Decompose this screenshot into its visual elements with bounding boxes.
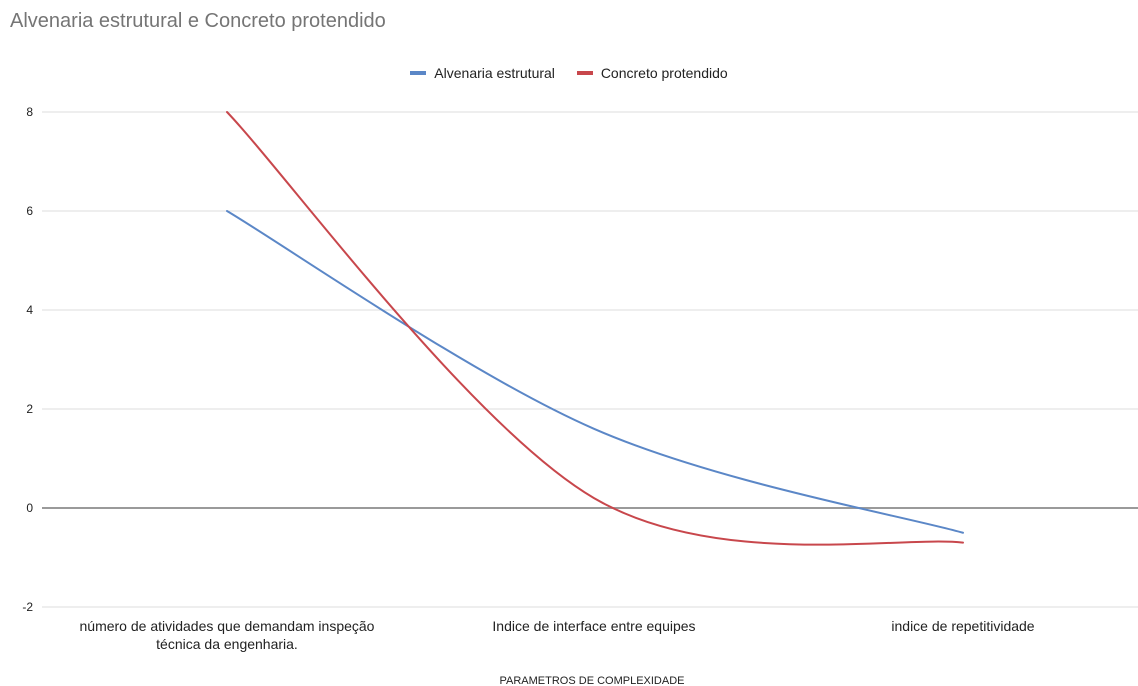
legend-swatch-concreto [576,71,593,75]
series-line-concreto [226,111,964,546]
y-tick-label: -2 [22,600,33,614]
legend: Alvenaria estrutural Concreto protendido [0,62,1138,81]
legend-item-alvenaria[interactable]: Alvenaria estrutural [410,65,555,81]
series-line-alvenaria [226,210,964,534]
series-lines [226,111,964,546]
y-axis: -2 0 2 4 6 8 [22,105,33,614]
x-category-label: Indice de interface entre equipes [492,618,695,634]
legend-swatch-alvenaria [410,71,427,75]
x-category-label: técnica da engenharia. [156,636,298,652]
y-tick-label: 6 [26,204,33,218]
legend-label-alvenaria: Alvenaria estrutural [434,65,555,81]
x-category-label: número de atividades que demandam inspeç… [80,618,375,634]
x-axis-categories: número de atividades que demandam inspeç… [80,618,1035,652]
x-axis-title: PARAMETROS DE COMPLEXIDADE [500,675,685,686]
legend-label-concreto: Concreto protendido [600,65,728,81]
chart-title: Alvenaria estrutural e Concreto protendi… [10,10,386,32]
y-tick-label: 4 [26,303,33,317]
y-tick-label: 2 [26,402,33,416]
gridlines [42,111,1138,608]
y-tick-label: 8 [26,105,33,119]
y-tick-label: 0 [26,501,33,515]
x-category-label: indice de repetitividade [891,618,1034,634]
legend-item-concreto[interactable]: Concreto protendido [576,65,728,81]
